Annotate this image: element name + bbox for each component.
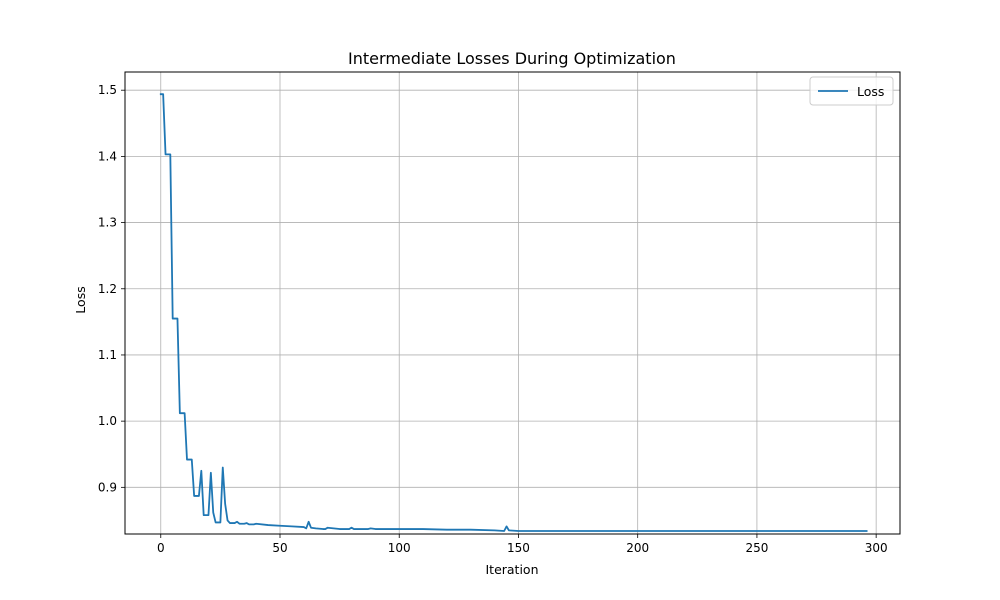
y-tick-label: 1.5 [98,83,117,97]
legend-box [809,76,894,106]
series-line-loss [159,93,868,532]
x-tick-label: 150 [507,541,530,555]
y-tick-label: 1.2 [98,282,117,296]
x-tick-label: 100 [388,541,411,555]
x-tick-label: 200 [626,541,649,555]
x-tick-label: 250 [745,541,768,555]
axis-ticks: 0 50 100 150 200 250 300 0.9 1.0 1.1 1.2 1.3 1.4 1.5 [98,83,888,555]
x-tick-label: 50 [272,541,287,555]
y-axis-label: Loss [73,286,88,313]
chart-title: Intermediate Losses During Optimization [348,49,676,68]
legend: Loss [809,76,894,106]
y-tick-label: 0.9 [98,480,117,494]
x-axis-label: Iteration [485,562,538,577]
y-tick-label: 1.0 [98,414,117,428]
x-tick-label: 0 [157,541,165,555]
x-tick-label: 300 [865,541,888,555]
y-tick-label: 1.1 [98,348,117,362]
y-tick-label: 1.4 [98,149,117,163]
plot-frame [124,71,901,535]
grid-lines [125,72,900,534]
plot-area [159,93,868,532]
y-tick-label: 1.3 [98,216,117,230]
legend-label-loss: Loss [857,84,884,99]
